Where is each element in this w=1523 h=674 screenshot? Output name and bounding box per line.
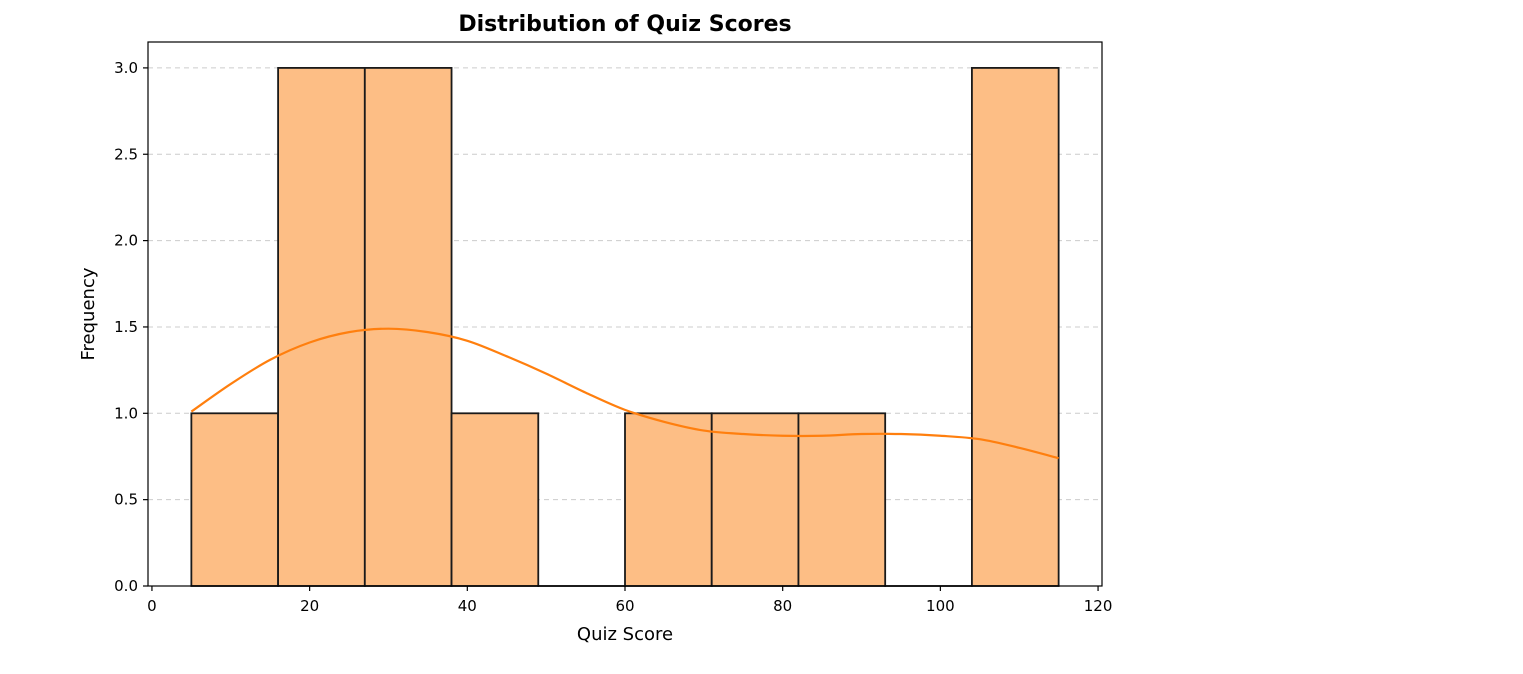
histogram-bar [452,413,539,586]
histogram-bar [191,413,278,586]
y-tick-label: 1.5 [114,318,138,336]
y-tick-label: 2.5 [114,145,138,163]
y-tick-label: 3.0 [114,59,138,77]
histogram-bar [365,68,452,586]
x-tick-label: 20 [300,597,319,615]
x-tick-label: 80 [773,597,792,615]
chart-title: Distribution of Quiz Scores [458,12,791,37]
y-tick-label: 1.0 [114,404,138,422]
x-axis-label: Quiz Score [577,624,673,645]
y-axis-label: Frequency [78,267,99,360]
histogram-bar [798,413,885,586]
x-tick-label: 40 [458,597,477,615]
histogram-bar [625,413,712,586]
y-tick-label: 0.0 [114,577,138,595]
x-tick-label: 60 [615,597,634,615]
histogram-bar [712,413,799,586]
histogram-bar [278,68,365,586]
x-tick-label: 0 [147,597,157,615]
x-tick-label: 100 [926,597,955,615]
y-tick-label: 2.0 [114,232,138,250]
histogram-bar [972,68,1059,586]
y-tick-label: 0.5 [114,491,138,509]
x-tick-label: 120 [1084,597,1113,615]
